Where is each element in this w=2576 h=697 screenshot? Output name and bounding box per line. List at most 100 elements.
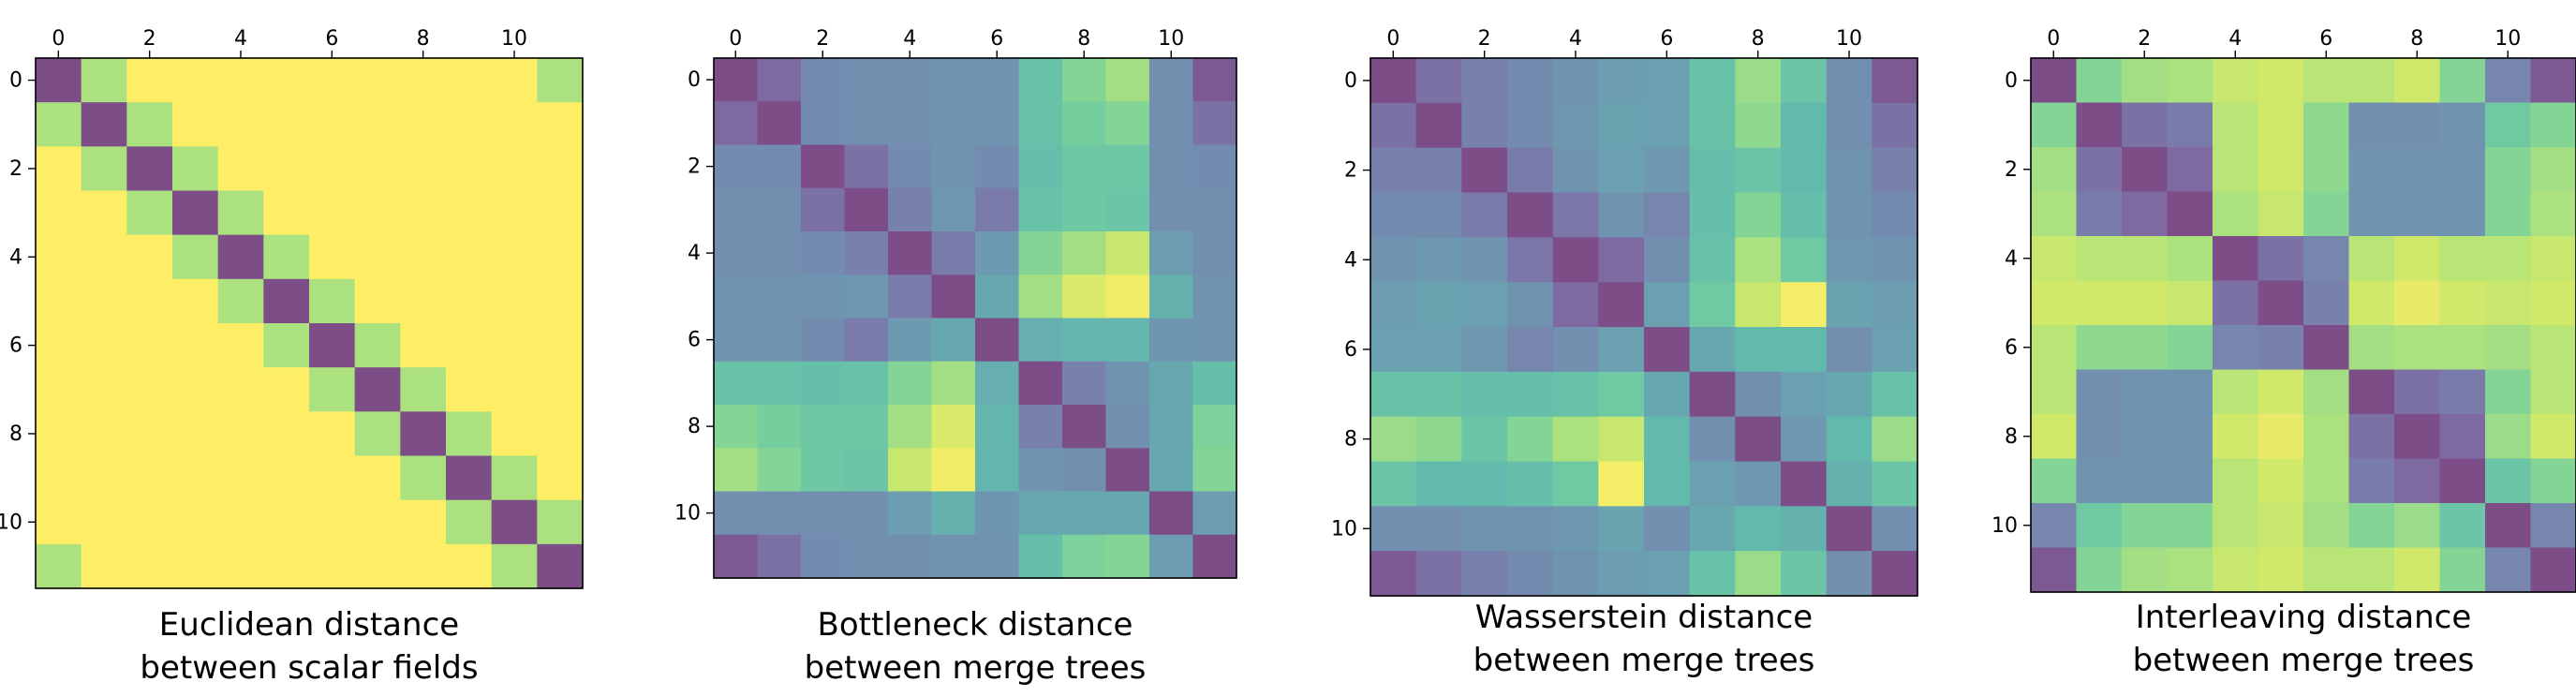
heatmap-cell — [491, 190, 538, 236]
heatmap-cell — [888, 187, 933, 232]
heatmap-cell — [1415, 551, 1462, 597]
heatmap-cell — [2394, 414, 2441, 460]
heatmap-cell — [217, 411, 264, 457]
heatmap-cell — [1370, 327, 1417, 373]
heatmap-cell — [931, 534, 976, 579]
heatmap-cell — [172, 499, 219, 545]
heatmap-cell — [801, 534, 846, 579]
heatmap-cell — [1149, 534, 1194, 579]
heatmap-cell — [1598, 282, 1645, 328]
heatmap-cell — [2213, 147, 2259, 193]
heatmap-cell — [2303, 191, 2350, 237]
heatmap-cell — [1689, 327, 1736, 373]
heatmap-cell — [400, 411, 447, 457]
heatmap-cell — [537, 190, 584, 236]
heatmap-cell — [2485, 236, 2532, 282]
heatmap-cell — [844, 58, 889, 102]
heatmap-cell — [975, 187, 1020, 232]
heatmap-cell — [1552, 551, 1599, 597]
heatmap-cell — [2485, 458, 2532, 504]
heatmap-cell — [2303, 102, 2350, 148]
heatmap-cell — [975, 491, 1020, 536]
heatmap-cell — [2122, 325, 2169, 371]
heatmap-cell — [2485, 503, 2532, 549]
heatmap-cell — [2122, 280, 2169, 326]
y-tick-label: 0 — [9, 69, 22, 93]
heatmap-cell — [975, 534, 1020, 579]
heatmap-cell — [1192, 274, 1237, 319]
heatmap-cell — [2258, 191, 2304, 237]
heatmap-cell — [757, 274, 802, 319]
heatmap-cell — [2485, 325, 2532, 371]
heatmap-cell — [2213, 236, 2259, 282]
y-tick-label: 2 — [2005, 158, 2018, 182]
heatmap-cell — [2258, 547, 2304, 593]
heatmap-cell — [1149, 318, 1194, 363]
heatmap-panel: 0 2 4 6 8 10 0 2 4 6 8 10 Wasserstein distance betwee… — [1331, 27, 1918, 679]
heatmap-cell — [2076, 458, 2123, 504]
heatmap-cell — [2348, 414, 2395, 460]
heatmap-cell — [1370, 147, 1417, 194]
heatmap-cell — [1781, 282, 1828, 328]
heatmap-cell — [1149, 101, 1194, 146]
heatmap-cell — [844, 361, 889, 406]
heatmap-cell — [2213, 280, 2259, 326]
heatmap-cell — [263, 499, 310, 545]
heatmap-cell — [309, 367, 356, 412]
heatmap-cell — [844, 187, 889, 232]
heatmap-cell — [1018, 491, 1063, 536]
heatmap-cell — [2122, 102, 2169, 148]
heatmap-cell — [1018, 101, 1063, 146]
heatmap-cell — [2213, 414, 2259, 460]
heatmap-cell — [1062, 534, 1107, 579]
heatmap-cell — [2303, 280, 2350, 326]
heatmap-cell — [1105, 405, 1150, 449]
heatmap-cell — [2076, 547, 2123, 593]
heatmap-cell — [801, 274, 846, 319]
heatmap-cell — [1781, 461, 1828, 507]
heatmap-cell — [844, 274, 889, 319]
heatmap-cell — [2530, 102, 2576, 148]
heatmap-cell — [1149, 491, 1194, 536]
heatmap-cell — [1598, 237, 1645, 283]
heatmap-cell — [491, 367, 538, 412]
heatmap-cell — [1105, 187, 1150, 232]
heatmap-cell — [1598, 192, 1645, 238]
heatmap-cell — [2530, 280, 2576, 326]
heatmap-cell — [1552, 461, 1599, 507]
heatmap-cell — [217, 146, 264, 192]
heatmap-cell — [354, 411, 401, 457]
heatmap-cell — [1415, 506, 1462, 552]
heatmap-cell — [757, 361, 802, 406]
x-tick-label: 4 — [1569, 27, 1582, 51]
heatmap-cell — [2530, 503, 2576, 549]
heatmap-cell — [2031, 147, 2078, 193]
heatmap-cell — [2076, 191, 2123, 237]
heatmap-cell — [81, 234, 127, 280]
heatmap-cell — [172, 146, 219, 192]
heatmap-cell — [975, 274, 1020, 319]
heatmap-cell — [1149, 58, 1194, 102]
heatmap-cell — [1192, 144, 1237, 189]
heatmap-cell — [1105, 448, 1150, 493]
x-tick-label: 2 — [816, 27, 829, 51]
heatmap-cell — [1018, 405, 1063, 449]
heatmap-cell — [1826, 506, 1873, 552]
heatmap-cell — [2213, 58, 2259, 104]
heatmap-cell — [36, 234, 82, 280]
heatmap-cell — [1735, 506, 1782, 552]
heatmap-cell — [1826, 416, 1873, 463]
heatmap-cell — [931, 405, 976, 449]
caption-line: Euclidean distance — [159, 606, 459, 644]
y-tick-label: 6 — [688, 329, 701, 352]
heatmap-cell — [354, 146, 401, 192]
heatmap-cell — [1018, 318, 1063, 363]
heatmap-cell — [1461, 506, 1508, 552]
heatmap-cell — [354, 367, 401, 412]
heatmap-cell — [1872, 416, 1918, 463]
heatmap-cell — [2258, 369, 2304, 415]
heatmap-cell — [1872, 147, 1918, 194]
y-tick-label: 0 — [1344, 69, 1357, 93]
heatmap-cell — [36, 58, 82, 103]
heatmap-cell — [844, 144, 889, 189]
